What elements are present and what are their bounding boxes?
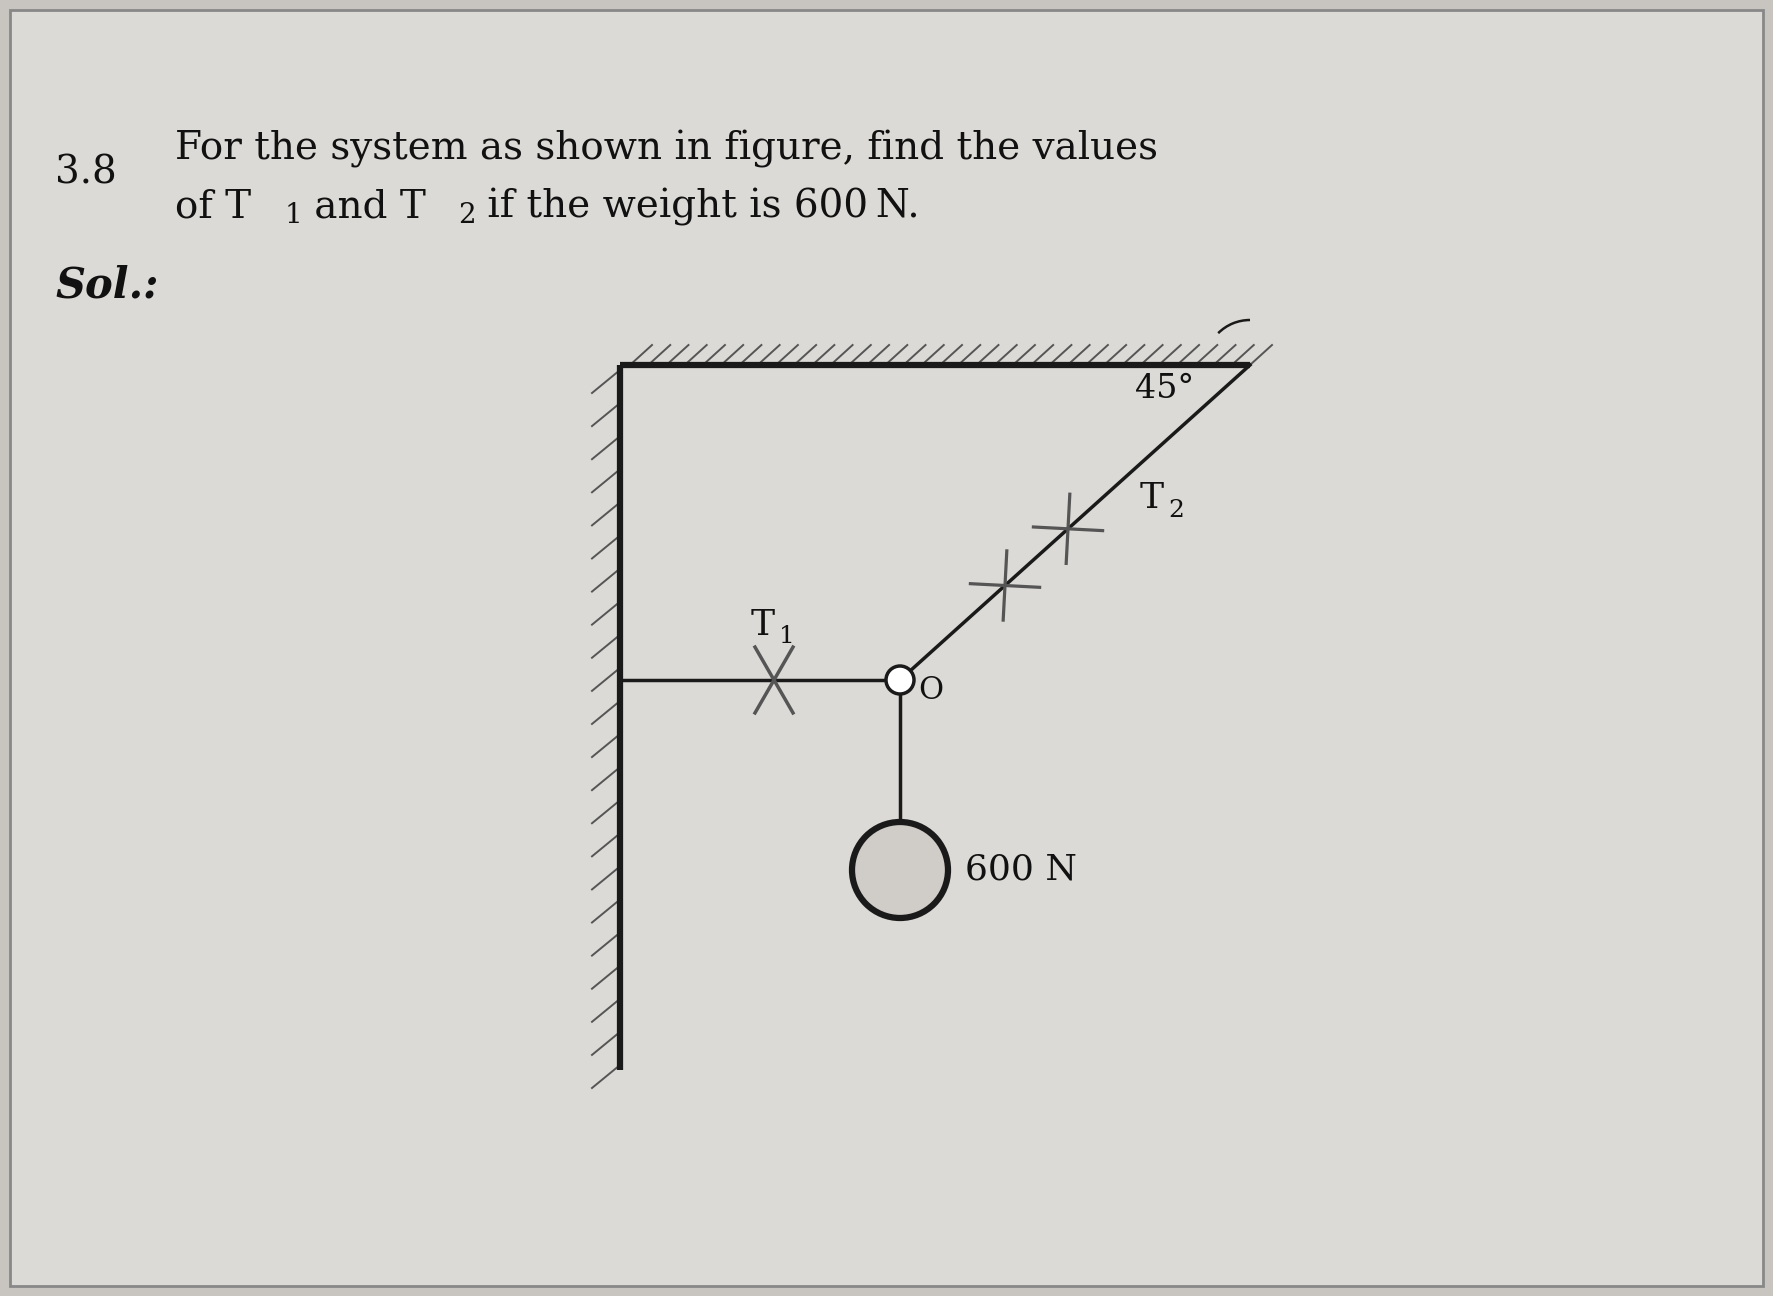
Text: of T: of T xyxy=(176,188,252,226)
Text: 2: 2 xyxy=(1168,499,1184,522)
Text: 1: 1 xyxy=(778,625,794,648)
Text: Sol.:: Sol.: xyxy=(55,264,158,307)
Text: and T: and T xyxy=(301,188,426,226)
Text: 600 N: 600 N xyxy=(965,853,1076,886)
Text: if the weight is 600 N.: if the weight is 600 N. xyxy=(475,188,920,226)
Text: T: T xyxy=(750,608,775,642)
Text: O: O xyxy=(918,675,943,706)
Circle shape xyxy=(886,666,915,693)
Circle shape xyxy=(853,822,949,918)
Text: 45°: 45° xyxy=(1135,373,1195,404)
Text: For the system as shown in figure, find the values: For the system as shown in figure, find … xyxy=(176,130,1158,168)
Text: 2: 2 xyxy=(457,202,475,229)
Text: 3.8: 3.8 xyxy=(55,156,117,192)
Text: T: T xyxy=(1140,481,1165,515)
Text: 1: 1 xyxy=(285,202,303,229)
